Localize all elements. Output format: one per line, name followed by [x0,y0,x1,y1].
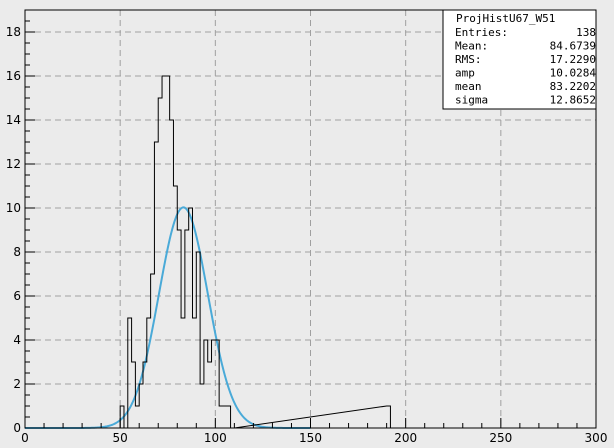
histogram-layer [116,75,395,429]
y-tick-label: 14 [6,113,21,127]
y-tick-label: 10 [6,201,21,215]
histogram-bin [200,384,204,428]
y-tick-label: 16 [6,69,21,83]
stats-row-label: Entries: [455,26,508,39]
histogram-bin [208,362,212,428]
histogram-bin [215,340,219,428]
stats-row-value: 12.8652 [550,94,596,107]
histogram-bin [154,142,158,428]
histogram-bin [227,406,231,428]
histogram-bin [120,406,124,428]
histogram-bin [192,318,196,428]
stats-row-label: sigma [455,94,488,107]
stats-row-label: amp [455,67,475,80]
x-tick-label: 150 [299,431,322,445]
stats-box: ProjHistU67_W51 Entries: 138 Mean: 84.6739 R… [442,9,597,110]
histogram-bin [166,76,170,428]
histogram-bin [173,186,177,428]
stats-row-label: RMS: [455,53,482,66]
stats-row-label: Mean: [455,40,488,53]
histogram-bin [204,340,208,428]
histogram-bin [219,406,223,428]
stats-row-label: mean [455,80,482,93]
histogram-bin [387,406,391,428]
histogram-bin [147,318,151,428]
y-tick-label: 2 [13,377,21,391]
histogram-bin [185,230,189,428]
axis-ticks: 0 50 100 150 200 250 300 0 2 4 6 8 10 12 14 16 18 [6,9,608,445]
stats-row-value: 10.0284 [550,67,597,80]
stats-row-value: 138 [576,26,596,39]
stats-title: ProjHistU67_W51 [456,12,555,25]
histogram-bin [158,98,162,428]
histogram-bin [151,274,155,428]
y-tick-label: 12 [6,157,21,171]
x-tick-label: 50 [113,431,128,445]
y-tick-label: 0 [13,421,21,435]
histogram-bin [212,340,216,428]
histogram-bin [170,120,174,428]
histogram-outline [116,75,395,429]
x-tick-label: 200 [394,431,417,445]
stats-row-value: 17.2290 [550,53,596,66]
histogram-bin [189,208,193,428]
stats-row-value: 84.6739 [550,40,596,53]
histogram-bin [223,406,227,428]
y-tick-label: 6 [13,289,21,303]
histogram-bin [196,252,200,428]
grid-lines [25,10,596,428]
histogram-bin [177,230,181,428]
histogram-bin [139,384,143,428]
y-tick-label: 8 [13,245,21,259]
x-tick-label: 0 [21,431,29,445]
y-tick-label: 18 [6,25,21,39]
stats-row-value: 83.2202 [550,80,596,93]
histogram-bin [132,362,136,428]
x-tick-label: 300 [585,431,608,445]
stats-rows: Entries: 138 Mean: 84.6739 RMS: 17.2290 amp 10.… [455,26,596,107]
histogram-bin [135,406,139,428]
histogram-bin [128,318,132,428]
histogram-bin [181,318,185,428]
y-tick-label: 4 [13,333,21,347]
histogram-bin [162,76,166,428]
x-tick-label: 100 [204,431,227,445]
stats-box-frame [442,9,597,110]
histogram-bin [143,362,147,428]
x-tick-label: 250 [489,431,512,445]
